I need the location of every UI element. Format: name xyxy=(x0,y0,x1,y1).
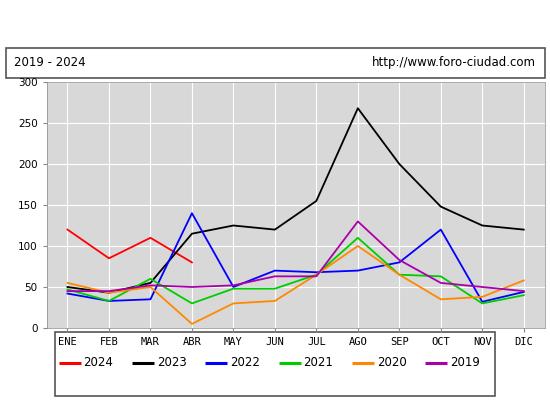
Text: 2023: 2023 xyxy=(157,356,186,369)
Text: 2019: 2019 xyxy=(450,356,480,369)
Text: 2022: 2022 xyxy=(230,356,260,369)
Text: http://www.foro-ciudad.com: http://www.foro-ciudad.com xyxy=(372,56,536,69)
Text: 2020: 2020 xyxy=(377,356,406,369)
Text: 2019 - 2024: 2019 - 2024 xyxy=(14,56,85,69)
Text: 2024: 2024 xyxy=(84,356,113,369)
Text: Evolucion Nº Turistas Extranjeros en el municipio de Los Molinos: Evolucion Nº Turistas Extranjeros en el … xyxy=(61,16,489,30)
Text: 2021: 2021 xyxy=(304,356,333,369)
